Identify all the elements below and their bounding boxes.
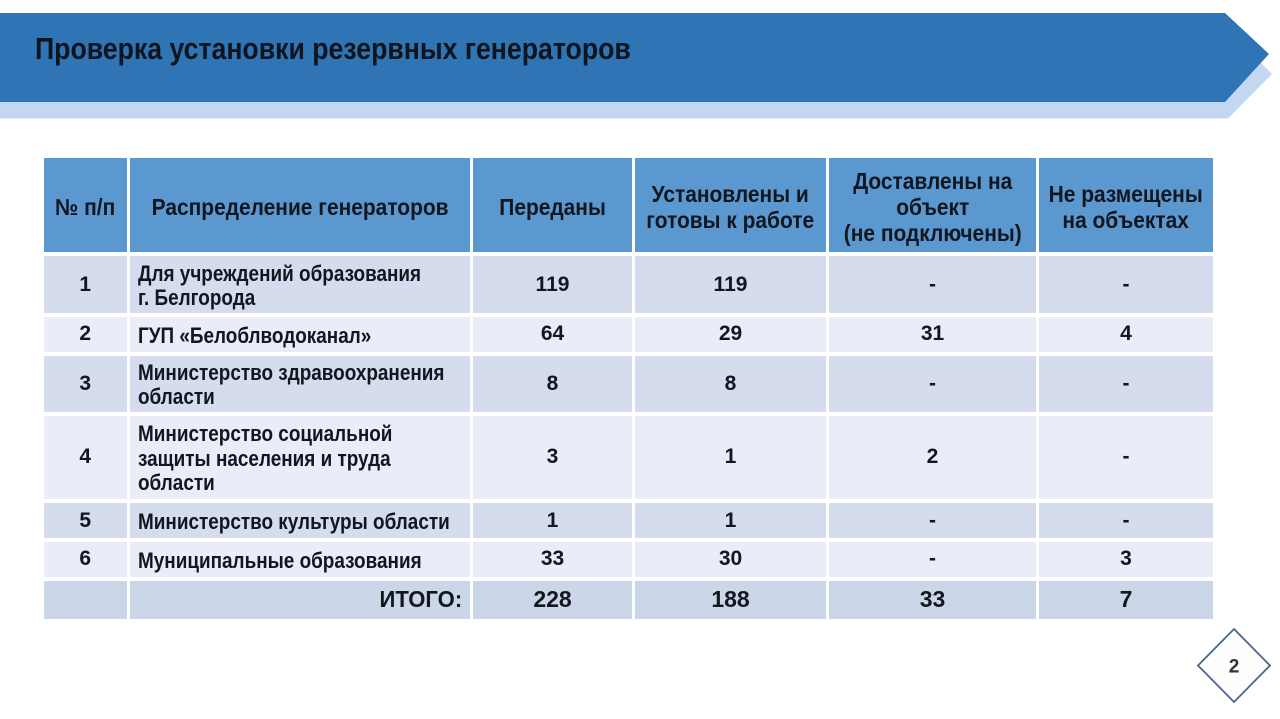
svg-text:2: 2 — [1229, 657, 1240, 678]
